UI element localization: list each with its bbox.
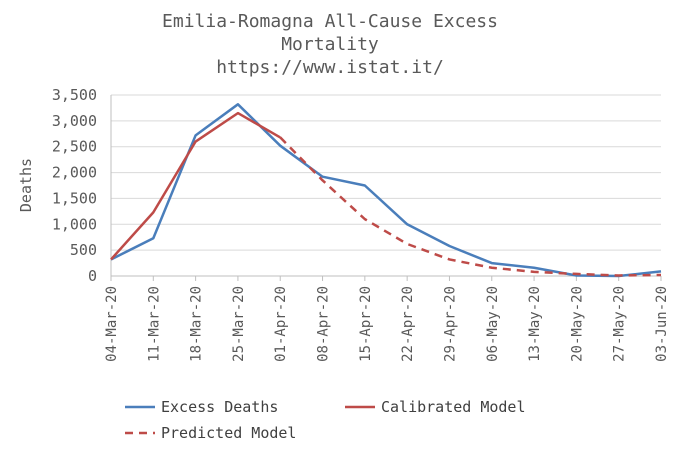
y-tick-label: 2,500 [52, 138, 97, 156]
legend-item-excess-deaths: Excess Deaths [125, 398, 278, 416]
x-tick-label: 01-Apr-20 [273, 286, 289, 362]
x-tick-label: 11-Mar-20 [146, 286, 162, 362]
x-tick-label: 06-May-20 [485, 286, 501, 362]
x-tick-label: 18-Mar-20 [189, 286, 205, 362]
y-tick-label: 2,000 [52, 164, 97, 182]
y-tick-label: 500 [70, 241, 97, 259]
y-tick-label: 3,500 [52, 86, 97, 104]
legend-label: Calibrated Model [381, 398, 526, 416]
x-tick-label: 08-Apr-20 [316, 286, 332, 362]
x-axis-ticks: 04-Mar-20 11-Mar-20 18-Mar-20 25-Mar-20 01-A… [104, 286, 670, 362]
y-tick-label: 1,000 [52, 215, 97, 233]
x-tick-label: 03-Jun-20 [654, 286, 670, 362]
y-axis-title: Deaths [17, 158, 35, 212]
legend: Excess Deaths Calibrated Model Predicted M… [125, 398, 526, 442]
legend-item-calibrated-model: Calibrated Model [345, 398, 526, 416]
chart-title: Emilia-Romagna All-Cause Excess Mortalit… [162, 11, 498, 78]
legend-item-predicted-model: Predicted Model [125, 424, 296, 442]
x-tick-label: 27-May-20 [612, 286, 628, 362]
y-tick-label: 0 [88, 267, 97, 285]
legend-label: Excess Deaths [161, 398, 278, 416]
x-tick-label: 20-May-20 [569, 286, 585, 362]
chart-title-line-2: Mortality [281, 34, 379, 55]
x-tick-label: 15-Apr-20 [358, 286, 374, 362]
x-tick-label: 29-Apr-20 [442, 286, 458, 362]
legend-label: Predicted Model [161, 424, 296, 442]
x-tick-label: 13-May-20 [527, 286, 543, 362]
chart-title-line-1: Emilia-Romagna All-Cause Excess [162, 11, 498, 32]
gridlines [111, 95, 661, 250]
x-tick-label: 22-Apr-20 [400, 286, 416, 362]
chart-title-line-3: https://www.istat.it/ [216, 57, 444, 78]
y-tick-label: 3,000 [52, 112, 97, 130]
x-tick-label: 25-Mar-20 [231, 286, 247, 362]
y-axis-ticks: 0 500 1,000 1,500 2,000 2,500 3,000 3,500 [52, 86, 97, 285]
y-tick-label: 1,500 [52, 189, 97, 207]
x-tick-label: 04-Mar-20 [104, 286, 120, 362]
axes [111, 95, 661, 281]
